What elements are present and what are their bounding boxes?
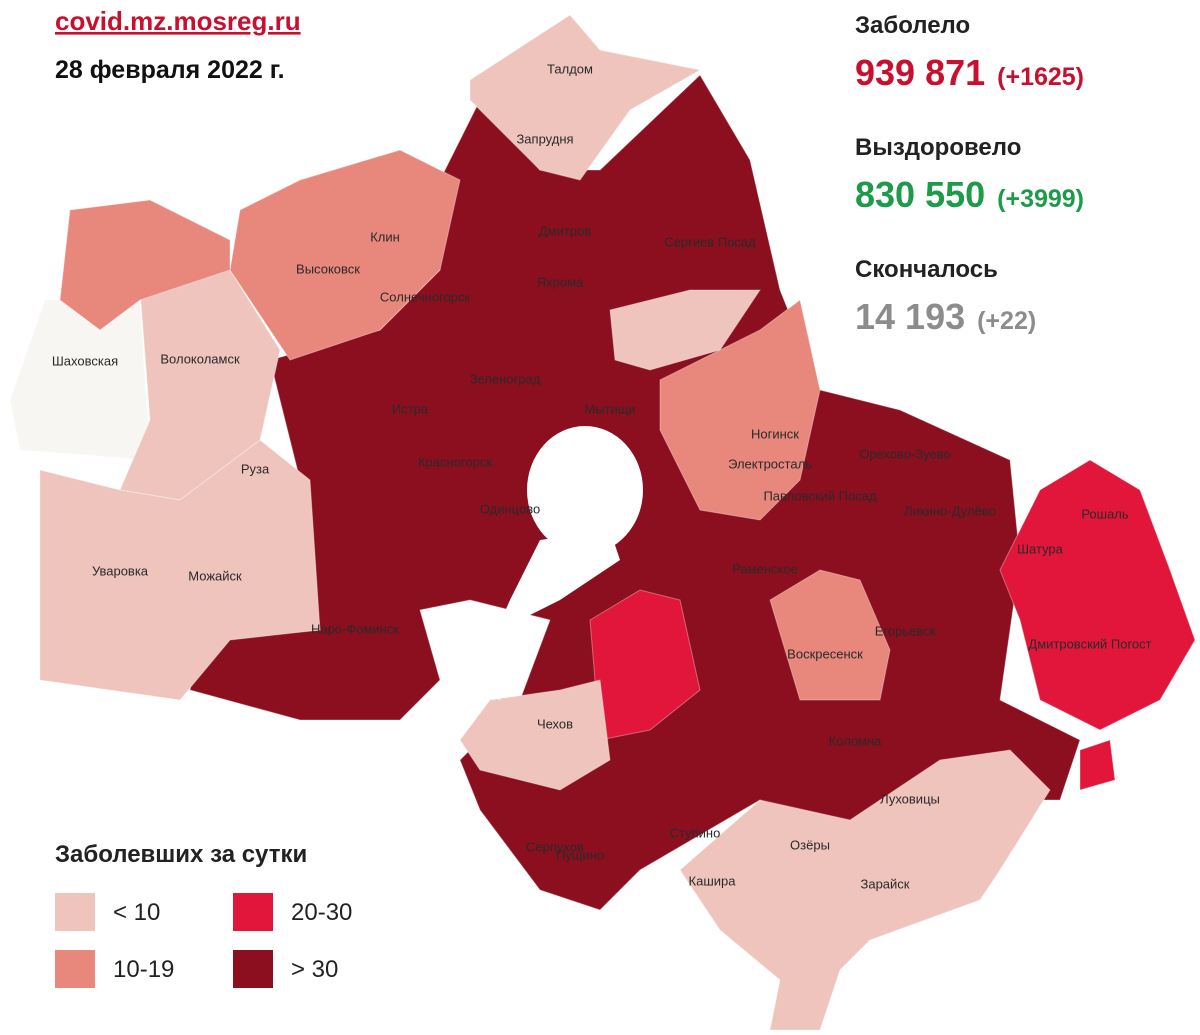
region <box>59 199 231 331</box>
region <box>9 299 151 461</box>
stat-number: 939 871 <box>855 52 985 93</box>
place-label: Шаховская <box>52 353 118 368</box>
stat-value: 830 550 (+3999) <box>855 174 1084 215</box>
stat-label: Скончалось <box>855 256 998 283</box>
place-label: Талдом <box>547 61 593 76</box>
place-label: Одинцово <box>480 501 540 516</box>
place-label: Кашира <box>689 873 737 888</box>
place-label: Можайск <box>188 568 242 583</box>
moscow <box>527 426 643 554</box>
stats: Заболело 939 871 (+1625) Выздоровело 830 550… <box>855 12 1084 337</box>
legend-swatch <box>233 893 273 931</box>
place-label: Руза <box>241 461 270 476</box>
place-label: Красногорск <box>418 454 492 469</box>
place-label: Мытищи <box>584 401 635 416</box>
date: 28 февраля 2022 г. <box>55 56 285 84</box>
legend: < 10 20-30 10-19 > 30 <box>55 893 352 988</box>
place-label: Дмитровский Погост <box>1028 636 1151 651</box>
place-label: Уваровка <box>92 563 149 578</box>
legend-label: < 10 <box>113 899 160 926</box>
source: covid.mz.mosreg.ru <box>55 6 301 36</box>
place-label: Солнечногорск <box>380 289 470 304</box>
region <box>39 439 321 701</box>
place-label: Электросталь <box>728 456 812 471</box>
place-label: Дмитров <box>539 223 591 238</box>
place-label: Коломна <box>829 733 883 748</box>
place-label: Раменское <box>732 561 798 576</box>
legend-swatch <box>55 893 95 931</box>
stat-label: Выздоровело <box>855 134 1021 161</box>
region <box>469 14 702 181</box>
stat-change: (+1625) <box>997 63 1084 91</box>
stat-number: 14 193 <box>855 296 965 337</box>
moscow-south <box>470 530 620 700</box>
region <box>459 679 611 791</box>
region <box>769 569 891 701</box>
place-label: Рошаль <box>1081 506 1129 521</box>
place-label: Клин <box>370 229 400 244</box>
regions <box>9 14 1196 1031</box>
stat-change: (+3999) <box>997 185 1084 213</box>
place-label: Зарайск <box>861 876 910 891</box>
legend-label: 10-19 <box>113 956 174 983</box>
region <box>659 299 821 521</box>
legend-swatch <box>233 950 273 988</box>
place-label: Орехово-Зуево <box>859 446 951 461</box>
stat-value: 14 193 (+22) <box>855 296 1036 337</box>
place-label: Зеленоград <box>470 371 541 386</box>
place-label: Сергиев Посад <box>664 234 756 249</box>
legend-swatch <box>55 950 95 988</box>
place-label: Высоковск <box>296 261 360 276</box>
place-label: Волоколамск <box>160 351 240 366</box>
place-label: Наро-Фоминск <box>311 621 399 636</box>
place-label: Шатура <box>1017 541 1064 556</box>
place-label: Озёры <box>790 837 830 852</box>
region <box>679 749 1051 1031</box>
place-label: Луховицы <box>880 791 940 806</box>
place-labels: Талдом Запрудня Дмитров Сергиев Посад Клин Вы… <box>52 61 1152 891</box>
legend-title: Заболевших за сутки <box>55 841 307 868</box>
stat-number: 830 550 <box>855 174 985 215</box>
place-label: Егорьевск <box>875 623 936 638</box>
place-label: Ногинск <box>751 426 799 441</box>
place-label: Ликино-Дулёво <box>904 503 996 518</box>
place-label: Яхрома <box>537 274 584 289</box>
stat-value: 939 871 (+1625) <box>855 52 1084 93</box>
place-label: Серпухов <box>526 839 584 854</box>
place-label: Пущино <box>556 847 604 862</box>
stat-label: Заболело <box>855 12 970 39</box>
region <box>1079 739 1116 791</box>
legend-label: 20-30 <box>291 899 352 926</box>
stat-change: (+22) <box>977 307 1036 335</box>
place-label: Запрудня <box>516 131 573 146</box>
region <box>999 459 1196 731</box>
place-label: Воскресенск <box>787 646 863 661</box>
legend-label: > 30 <box>291 956 338 983</box>
place-label: Ступино <box>670 825 721 840</box>
place-label: Чехов <box>537 716 573 731</box>
place-label: Павловский Посад <box>763 488 877 503</box>
region <box>229 149 461 361</box>
place-label: Истра <box>392 401 429 416</box>
